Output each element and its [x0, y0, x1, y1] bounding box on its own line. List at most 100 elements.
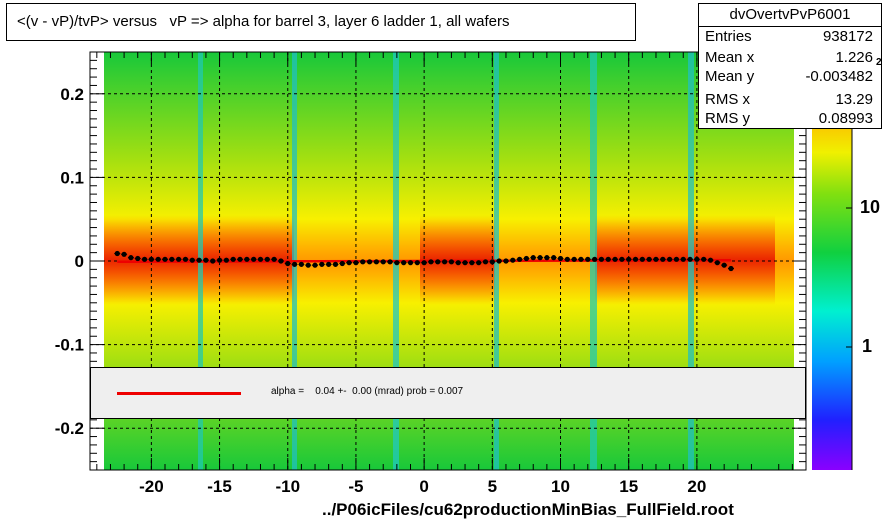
profile-point	[680, 256, 686, 262]
profile-point	[326, 261, 332, 267]
profile-point	[176, 256, 182, 262]
profile-point	[496, 258, 502, 264]
x-tick-label: -15	[207, 477, 232, 496]
x-tick-label: -20	[139, 477, 164, 496]
profile-point	[189, 257, 195, 263]
profile-point	[114, 250, 120, 257]
y-tick-label: 0.2	[60, 85, 84, 104]
profile-point	[155, 256, 161, 262]
profile-point	[551, 255, 557, 261]
profile-point	[564, 256, 570, 262]
profile-point	[428, 259, 434, 265]
profile-point	[305, 262, 311, 268]
stats-box: dvOvertvPvP6001 Entries 938172 Mean x 1.…	[698, 3, 882, 129]
y-tick-label: -0.2	[55, 419, 84, 438]
profile-point	[319, 261, 325, 267]
profile-point	[592, 256, 598, 262]
profile-point	[482, 259, 489, 265]
profile-point	[435, 259, 441, 265]
profile-point	[380, 259, 386, 265]
profile-point	[441, 259, 448, 265]
profile-point	[285, 260, 291, 267]
profile-point	[530, 255, 536, 261]
profile-point	[128, 255, 134, 261]
profile-point	[462, 260, 468, 266]
profile-point	[223, 257, 229, 263]
stats-value: 1.226	[835, 49, 873, 66]
colorbar-exponent: 2	[876, 57, 882, 68]
profile-point	[544, 255, 550, 261]
profile-point	[257, 256, 264, 262]
x-tick-label: -10	[275, 477, 300, 496]
profile-point	[421, 260, 427, 266]
profile-point	[216, 257, 223, 263]
profile-point	[135, 255, 141, 262]
x-tick-label: -5	[348, 477, 363, 496]
profile-point	[414, 260, 420, 266]
profile-point	[639, 256, 645, 262]
profile-point	[660, 256, 666, 262]
profile-point	[626, 256, 632, 262]
profile-point	[523, 255, 530, 262]
x-tick-label: 10	[551, 477, 570, 496]
profile-point	[701, 256, 707, 262]
stats-value: 0.08993	[818, 110, 873, 127]
colorbar-label-1: 1	[862, 336, 873, 356]
profile-point	[394, 260, 400, 266]
profile-point	[707, 257, 714, 263]
profile-point	[728, 265, 734, 272]
profile-point	[339, 260, 345, 267]
profile-point	[605, 256, 611, 262]
stats-row-entries: Entries 938172	[705, 28, 873, 48]
profile-point	[503, 258, 509, 264]
stats-value: -0.003482	[805, 68, 873, 85]
profile-point	[571, 256, 577, 262]
profile-point	[332, 261, 339, 267]
profile-point	[489, 259, 495, 265]
stats-key: Entries	[705, 28, 752, 45]
profile-point	[298, 261, 304, 267]
stats-value: 938172	[822, 28, 873, 45]
profile-point	[598, 256, 605, 262]
profile-point	[366, 259, 373, 265]
profile-point	[353, 260, 359, 266]
stats-key: RMS y	[705, 110, 750, 127]
profile-point	[244, 256, 250, 262]
legend-line-swatch	[117, 392, 241, 395]
profile-point	[407, 260, 414, 266]
stats-key: Mean y	[705, 68, 755, 85]
profile-point	[387, 259, 393, 265]
profile-point	[510, 257, 516, 263]
profile-point	[141, 256, 148, 262]
y-tick-label: -0.1	[55, 336, 84, 355]
profile-point	[517, 256, 523, 262]
stats-key: RMS x	[705, 91, 750, 108]
profile-point	[148, 256, 154, 262]
x-tick-label: 5	[488, 477, 497, 496]
profile-point	[619, 256, 625, 262]
profile-point	[557, 255, 564, 262]
profile-point	[373, 259, 379, 265]
profile-point	[694, 256, 700, 262]
profile-point	[346, 260, 352, 266]
profile-point	[278, 258, 284, 264]
stats-row-rms-y: RMS y 0.08993	[705, 110, 873, 130]
profile-point	[612, 256, 618, 262]
stats-row-mean-y: Mean y -0.003482	[705, 68, 873, 88]
profile-point	[162, 256, 168, 262]
profile-point	[653, 256, 659, 262]
y-tick-label: 0	[75, 252, 84, 271]
profile-point	[578, 256, 584, 262]
profile-point	[291, 261, 298, 267]
profile-point	[667, 256, 673, 262]
colorbar-label-10: 10	[860, 197, 881, 217]
chart-title: <(v - vP)/tvP> versus vP => alpha for ba…	[6, 3, 636, 41]
stats-divider	[699, 26, 881, 27]
profile-point	[251, 256, 257, 262]
profile-point	[182, 256, 189, 262]
profile-point	[360, 259, 366, 265]
profile-point	[687, 256, 693, 262]
profile-point	[448, 259, 455, 265]
profile-point	[312, 262, 318, 268]
profile-point	[271, 256, 277, 262]
